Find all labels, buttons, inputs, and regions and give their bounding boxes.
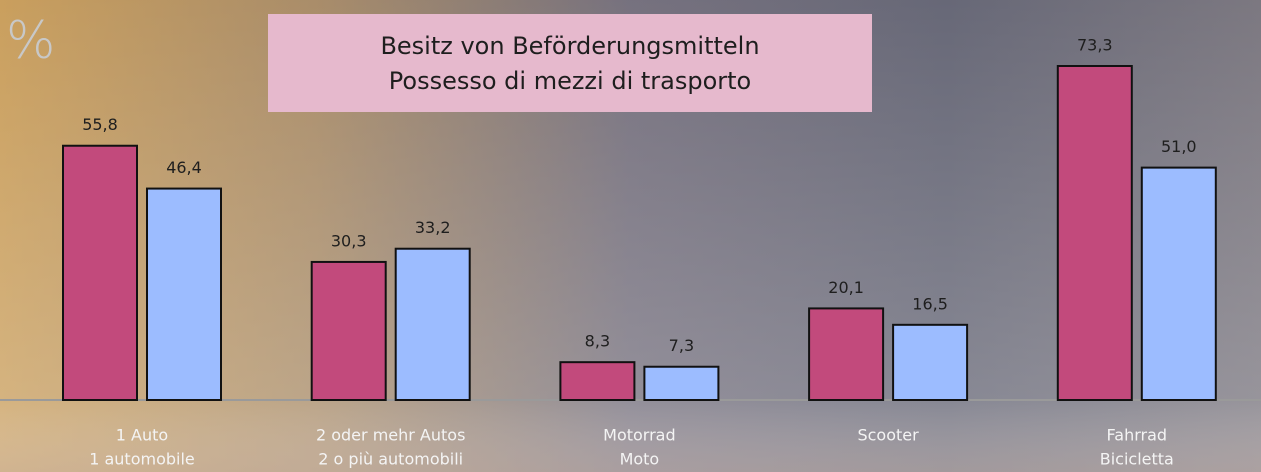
x-tick-label: Fahrrad xyxy=(1107,426,1168,445)
bar xyxy=(559,361,636,402)
x-tick-label: 2 o più automobili xyxy=(318,450,463,469)
x-tick-label: Moto xyxy=(620,450,660,469)
value-label: 7,3 xyxy=(669,336,694,355)
value-label: 30,3 xyxy=(331,231,367,250)
bar xyxy=(62,144,138,401)
value-label: 46,4 xyxy=(166,158,202,177)
x-tick-label: Bicicletta xyxy=(1100,450,1174,469)
bar xyxy=(146,187,222,401)
x-tick-label: 2 oder mehr Autos xyxy=(316,426,465,445)
value-label: 20,1 xyxy=(828,278,864,297)
bar xyxy=(1140,166,1217,401)
x-tick-label: 1 automobile xyxy=(89,450,195,469)
bar xyxy=(892,323,969,401)
title-box xyxy=(268,14,872,112)
bar xyxy=(394,247,471,401)
bar xyxy=(1056,65,1133,401)
chart-subtitle: Possesso di mezzi di trasporto xyxy=(389,67,751,95)
value-label: 16,5 xyxy=(912,294,948,313)
value-label: 33,2 xyxy=(415,218,451,237)
unit-label: % xyxy=(6,11,55,71)
x-tick-label: Motorrad xyxy=(603,426,676,445)
chart-title: Besitz von Beförderungsmitteln xyxy=(380,32,759,60)
bar xyxy=(808,307,885,402)
bar xyxy=(643,365,720,401)
value-label: 73,3 xyxy=(1077,36,1113,55)
value-label: 55,8 xyxy=(82,115,118,134)
x-tick-label: Scooter xyxy=(857,426,919,445)
bar xyxy=(310,260,387,401)
x-tick-label: 1 Auto xyxy=(116,426,168,445)
value-label: 51,0 xyxy=(1161,137,1197,156)
value-label: 8,3 xyxy=(585,332,610,351)
